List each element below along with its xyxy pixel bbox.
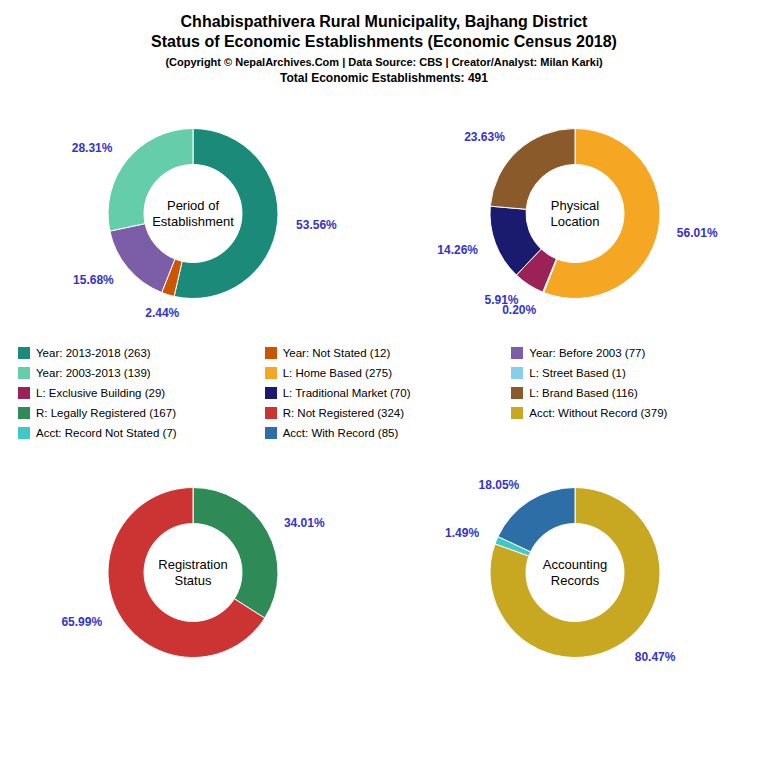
html-text:Registration: Registration — [158, 556, 228, 572]
html-text:R: Not Registered (324): R: Not Registered (324) — [282, 407, 405, 419]
html-text:Total Economic Establishments:: Total Economic Establishments: 491 — [280, 71, 488, 85]
html-text:Chhabispathivera Rural Municip: Chhabispathivera Rural Municipality, Baj… — [180, 13, 588, 30]
svg-text:34.01%: 34.01% — [284, 516, 325, 530]
html-text:Year: Not Stated (12): Year: Not Stated (12) — [282, 347, 391, 359]
html-text:Records: Records — [550, 572, 600, 588]
svg-text:23.63%: 23.63% — [464, 130, 505, 144]
svg-text:1.49%: 1.49% — [445, 526, 479, 540]
html-text:Accounting: Accounting — [542, 556, 608, 572]
svg-text:65.99%: 65.99% — [61, 615, 102, 629]
html-text:L: Street Based (1): L: Street Based (1) — [529, 367, 626, 379]
svg-text:2.44%: 2.44% — [145, 306, 179, 320]
svg-text:53.56%: 53.56% — [296, 218, 337, 232]
html-text:Location: Location — [550, 213, 600, 229]
html-text:Acct: Record Not Stated (7): Acct: Record Not Stated (7) — [36, 427, 177, 439]
html-text:Acct: Without Record (379): Acct: Without Record (379) — [529, 407, 668, 419]
html-text:Acct: With Record (85): Acct: With Record (85) — [282, 427, 399, 439]
svg-text:80.47%: 80.47% — [635, 650, 676, 664]
svg-text:5.91%: 5.91% — [485, 293, 519, 307]
html-text:Year: 2003-2013 (139): Year: 2003-2013 (139) — [36, 367, 151, 379]
html-text:(Copyright © NepalArchives.Com: (Copyright © NepalArchives.Com | Data So… — [165, 56, 603, 68]
svg-text:15.68%: 15.68% — [73, 273, 114, 287]
html-text:L: Exclusive Building (29): L: Exclusive Building (29) — [36, 387, 166, 399]
html-text:Status of Economic Establishme: Status of Economic Establishments (Econo… — [151, 33, 617, 50]
svg-text:14.26%: 14.26% — [437, 243, 478, 257]
html-text:Period of: Period of — [167, 197, 219, 213]
html-text:Year: Before 2003 (77): Year: Before 2003 (77) — [529, 347, 646, 359]
svg-text:0.20%: 0.20% — [502, 302, 537, 317]
svg-text:56.01%: 56.01% — [677, 226, 718, 240]
html-text:Year: 2013-2018 (263): Year: 2013-2018 (263) — [36, 347, 151, 359]
html-text:L: Traditional Market (70): L: Traditional Market (70) — [282, 387, 411, 399]
html-text:L: Home Based (275): L: Home Based (275) — [282, 367, 392, 379]
html-text:R: Legally Registered (167): R: Legally Registered (167) — [36, 407, 176, 419]
html-text:Establishment: Establishment — [152, 213, 234, 229]
html-text:Physical: Physical — [550, 197, 600, 213]
svg-text:18.05%: 18.05% — [479, 478, 520, 492]
html-text:L: Brand Based (116): L: Brand Based (116) — [529, 387, 638, 399]
html-text:Status: Status — [174, 572, 212, 588]
svg-text:28.31%: 28.31% — [72, 141, 113, 155]
